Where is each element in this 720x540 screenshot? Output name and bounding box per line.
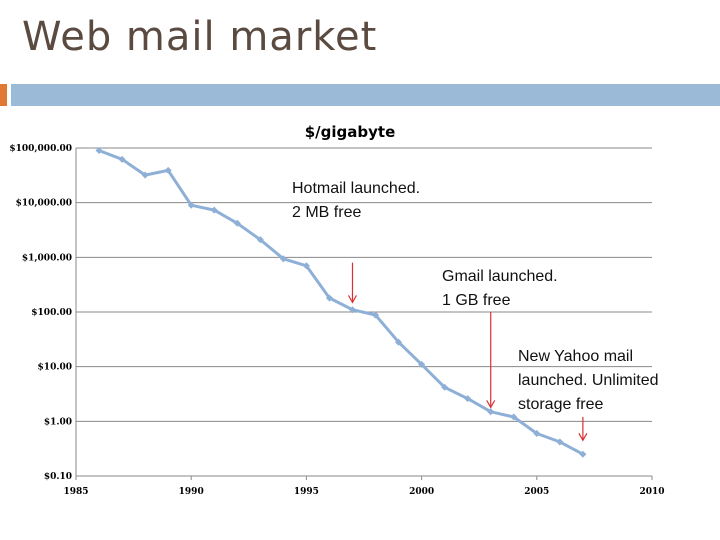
data-point xyxy=(464,395,472,403)
data-point xyxy=(233,219,241,227)
y-tick-label: $10,000.00 xyxy=(16,199,72,209)
x-tick-label: 1995 xyxy=(294,487,319,497)
y-tick-labels: $100,000.00 $10,000.00 $1,000.00 $100.00 $10… xyxy=(9,144,72,482)
y-tick-label: $1.00 xyxy=(44,417,72,427)
data-point xyxy=(533,429,541,437)
data-point xyxy=(487,408,495,416)
data-series xyxy=(95,146,587,458)
y-tick-label: $10.00 xyxy=(38,363,72,373)
annotation-arrow-head xyxy=(347,295,358,304)
y-tick-label: $100,000.00 xyxy=(9,144,72,154)
data-point xyxy=(210,206,218,214)
y-tick-label: $100.00 xyxy=(31,308,72,318)
data-point xyxy=(164,166,172,174)
x-tick-label: 1985 xyxy=(63,487,88,497)
data-point xyxy=(556,438,564,446)
x-tick-label: 1990 xyxy=(179,487,204,497)
data-point xyxy=(187,201,195,209)
annotation-text: New Yahoo mail launched. Unlimited storage… xyxy=(518,348,659,413)
annotation-arrow-head xyxy=(486,400,496,409)
data-point xyxy=(302,262,310,270)
data-point xyxy=(441,383,449,391)
title-band xyxy=(11,84,720,106)
chart-title: $/gigabyte xyxy=(305,123,396,141)
annotation-text: Hotmail launched. 2 MB free xyxy=(292,180,420,221)
x-tick-label: 2010 xyxy=(639,487,664,497)
data-point xyxy=(395,338,403,346)
slide-title: Web mail market xyxy=(22,14,378,60)
x-tick-labels: 1985 1990 1995 2000 2005 2010 xyxy=(63,487,664,497)
data-point xyxy=(371,311,380,319)
series-line xyxy=(98,149,584,456)
price-per-gigabyte-chart: $/gigabyte $100,000.00 $10,000.00 $1,000.0… xyxy=(9,123,664,497)
data-point xyxy=(256,236,264,244)
title-accent xyxy=(0,84,7,106)
data-point xyxy=(510,413,518,421)
annotations: Hotmail launched. 2 MB free Gmail launched… xyxy=(292,180,659,442)
annotation-text: Gmail launched. 1 GB free xyxy=(442,268,558,309)
data-point xyxy=(279,255,287,263)
annotation-arrow-head xyxy=(578,432,588,442)
data-point xyxy=(418,360,426,368)
y-tick-label: $0.10 xyxy=(44,472,72,482)
x-tick-label: 2000 xyxy=(409,487,434,497)
axes xyxy=(75,148,653,480)
data-point xyxy=(579,450,587,458)
x-tick-label: 2005 xyxy=(524,487,549,497)
data-point xyxy=(325,294,333,302)
data-point xyxy=(348,306,357,314)
y-tick-label: $1,000.00 xyxy=(22,253,72,263)
